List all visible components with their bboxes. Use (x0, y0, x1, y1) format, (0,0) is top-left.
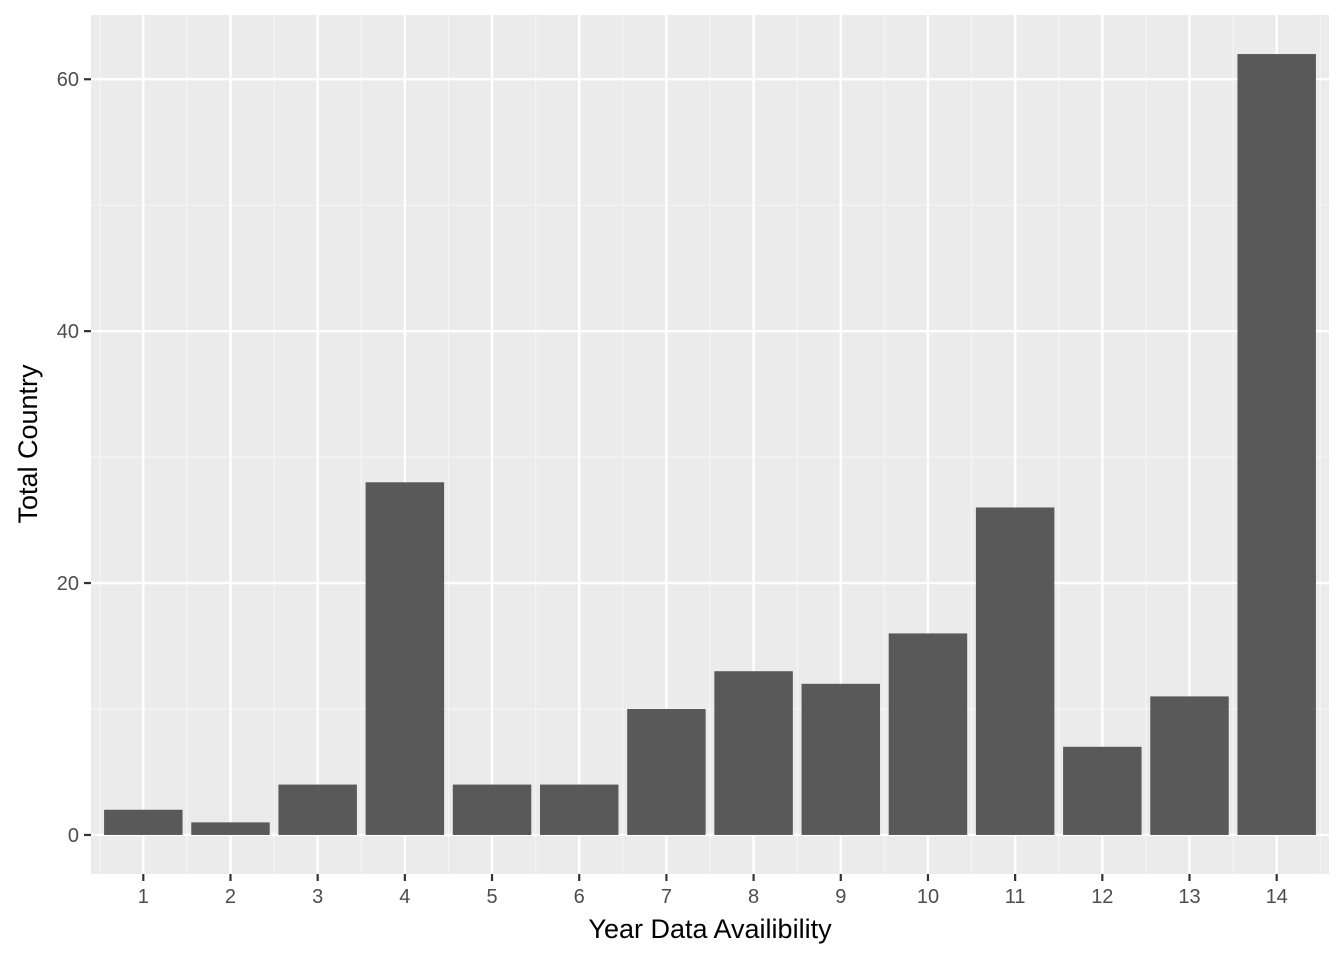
x-tick-label: 2 (225, 886, 236, 908)
x-tick-label: 11 (1005, 886, 1026, 908)
x-tick-label: 1 (138, 886, 149, 908)
x-tick-label: 12 (1091, 886, 1113, 908)
bar-10 (888, 633, 968, 835)
bar-3 (278, 784, 357, 835)
bar-11 (975, 507, 1055, 835)
y-tick-label: 20 (57, 573, 79, 595)
bar-8 (714, 671, 793, 835)
x-axis-ticks: 1 2 3 4 5 6 7 8 9 10 11 12 13 14 (138, 874, 1288, 908)
bars (104, 54, 1316, 835)
bar-9 (801, 683, 881, 835)
bar-6 (539, 784, 619, 835)
x-tick-label: 9 (835, 886, 846, 908)
x-tick-label: 5 (486, 886, 497, 908)
bar-7 (627, 709, 706, 835)
bar-1 (104, 809, 183, 835)
y-tick-label: 60 (57, 69, 79, 91)
x-tick-label: 10 (917, 886, 939, 908)
bar-14 (1237, 54, 1316, 835)
x-axis-title: Year Data Availibility (588, 914, 832, 944)
x-tick-label: 4 (399, 886, 410, 908)
x-tick-label: 6 (574, 886, 585, 908)
x-tick-label: 7 (661, 886, 672, 908)
y-tick-label: 0 (68, 825, 79, 847)
x-tick-label: 3 (312, 886, 323, 908)
bar-5 (452, 784, 532, 835)
bar-12 (1063, 746, 1142, 835)
minor-gridlines (91, 15, 1329, 874)
y-axis-ticks: 0 20 40 60 (57, 69, 91, 847)
x-tick-label: 13 (1178, 886, 1200, 908)
y-axis-title: Total Country (13, 364, 43, 524)
bar-2 (191, 822, 270, 835)
bar-13 (1150, 696, 1229, 835)
y-tick-label: 40 (57, 321, 79, 343)
x-tick-label: 8 (748, 886, 759, 908)
bar-4 (365, 482, 445, 835)
x-tick-label: 14 (1266, 886, 1288, 908)
